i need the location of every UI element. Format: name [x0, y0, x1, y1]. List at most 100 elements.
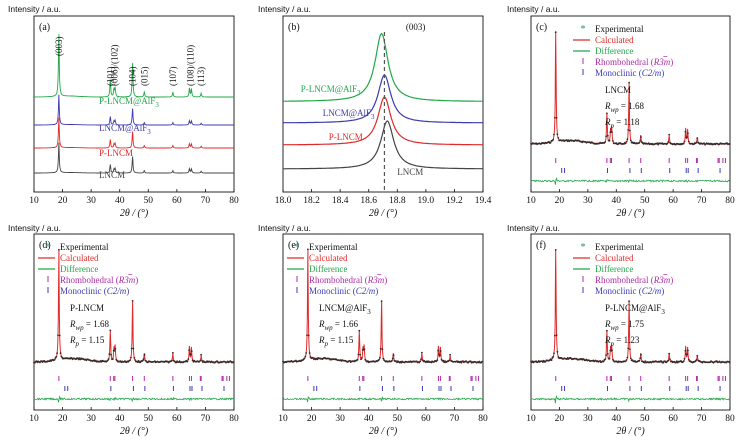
experimental-point [78, 357, 81, 360]
experimental-point [656, 142, 659, 145]
monoclinic-ticks [561, 386, 721, 391]
x-tick-label: 18.0 [275, 196, 292, 206]
sample-label: P-LNCM@AlF3 [605, 303, 665, 316]
hkl-label: (003) [54, 37, 64, 57]
experimental-point [687, 358, 690, 361]
experimental-point [611, 131, 613, 134]
experimental-point [604, 358, 607, 360]
x-tick-label: 80 [478, 414, 488, 424]
rwp-label: Rwp = 1.68 [69, 319, 109, 332]
y-axis-label: Intensity / a.u. [8, 4, 61, 14]
experimental-point [77, 358, 80, 361]
experimental-point [481, 360, 484, 363]
experimental-point [627, 129, 630, 131]
experimental-point [640, 353, 642, 356]
experimental-point [400, 361, 403, 364]
experimental-point [59, 352, 62, 355]
legend-label: Calculated [60, 253, 99, 263]
experimental-point [440, 358, 443, 361]
experimental-point [448, 359, 451, 362]
x-tick-label: 40 [612, 196, 622, 206]
experimental-point [682, 142, 685, 145]
x-tick-label: 50 [393, 414, 403, 424]
x-tick-label: 40 [115, 414, 125, 424]
x-tick-label: 40 [115, 196, 125, 206]
rhombohedral-ticks [58, 376, 230, 381]
experimental-point [644, 360, 647, 362]
plot-frame [282, 15, 484, 193]
experimental-point [665, 361, 668, 364]
series-line [34, 34, 234, 98]
legend-label: Experimental [595, 242, 644, 252]
experimental-point [357, 353, 360, 356]
rp-label: Rp = 1.15 [69, 335, 105, 348]
experimental-point [421, 359, 424, 362]
panel-e: 10 20 30 40 50 60 70 80 2θ / (°) Intensity / a.u.… [258, 223, 488, 437]
rhombohedral-ticks [555, 376, 726, 381]
legend-label: Monoclinic (C2/m) [60, 286, 129, 296]
difference-line [530, 394, 730, 404]
experimental-point [626, 138, 629, 141]
experimental-point [307, 248, 309, 251]
experimental-point [640, 136, 642, 138]
x-axis-label: 2θ / (°) [369, 208, 398, 219]
legend-symbol-experimental: * [46, 242, 51, 253]
x-tick-label: 50 [640, 414, 650, 424]
panel-d: 10 20 30 40 50 60 70 80 2θ / (°) Intensity / a.u.… [8, 223, 239, 437]
panel-f: 10 20 30 40 50 60 70 80 2θ / (°) Intensity / a.u.… [507, 223, 735, 437]
experimental-point [606, 353, 609, 355]
difference-line [530, 177, 730, 185]
panel-label: (e) [288, 240, 299, 251]
legend-label: Experimental [595, 24, 644, 34]
legend-label: Difference [595, 46, 633, 56]
experimental-point [728, 361, 731, 364]
series-label: LNCM@AlF3 [99, 123, 151, 136]
experimental-point [556, 350, 559, 353]
experimental-point [356, 358, 359, 361]
experimental-point [612, 358, 614, 361]
series-label: P-LNCM@AlF3 [301, 84, 361, 97]
experimental-point [39, 361, 41, 364]
experimental-point [349, 359, 351, 362]
experimental-point [307, 334, 310, 337]
plot-frame [530, 233, 731, 411]
series-label: P-LNCM [99, 148, 133, 158]
plot-frame [33, 233, 235, 411]
experimental-point [552, 138, 555, 141]
experimental-point [686, 353, 688, 356]
experimental-point [605, 354, 607, 357]
experimental-point [114, 347, 117, 350]
hkl-label: (108)/(110) [186, 45, 196, 86]
hkl-label: (015) [139, 67, 149, 87]
experimental-point [381, 348, 384, 351]
experimental-point [639, 357, 642, 360]
legend-label: Calculated [595, 253, 634, 263]
experimental-point [190, 353, 192, 356]
x-tick-label: 70 [697, 196, 707, 206]
x-tick-label: 18.8 [389, 196, 406, 206]
plot-frame [282, 233, 484, 411]
experimental-point [106, 359, 109, 362]
panel-a: 10 20 30 40 50 60 70 80 2θ / (°) Intensity / a.u.… [8, 4, 239, 219]
series-line [282, 74, 483, 124]
x-tick-label: 30 [86, 196, 96, 206]
experimental-point [553, 133, 555, 136]
x-tick-label: 18.4 [332, 196, 349, 206]
experimental-point [625, 359, 628, 361]
experimental-point [58, 334, 61, 337]
x-tick-label: 10 [29, 414, 39, 424]
sample-label: LNCM@AlF3 [319, 303, 371, 316]
experimental-point [76, 357, 79, 360]
experimental-point [611, 349, 613, 351]
experimental-point [687, 132, 689, 135]
experimental-point [608, 139, 611, 142]
panel-label: (f) [536, 240, 546, 251]
experimental-point [303, 357, 306, 360]
panel-b: 18.0 18.2 18.4 18.6 18.8 19.0 19.2 19.4 2θ / (°)… [258, 4, 492, 219]
experimental-point [612, 140, 614, 142]
experimental-point [201, 359, 203, 362]
experimental-point [449, 353, 451, 356]
experimental-point [129, 359, 131, 362]
x-tick-label: 20 [307, 414, 317, 424]
experimental-point [608, 357, 611, 360]
